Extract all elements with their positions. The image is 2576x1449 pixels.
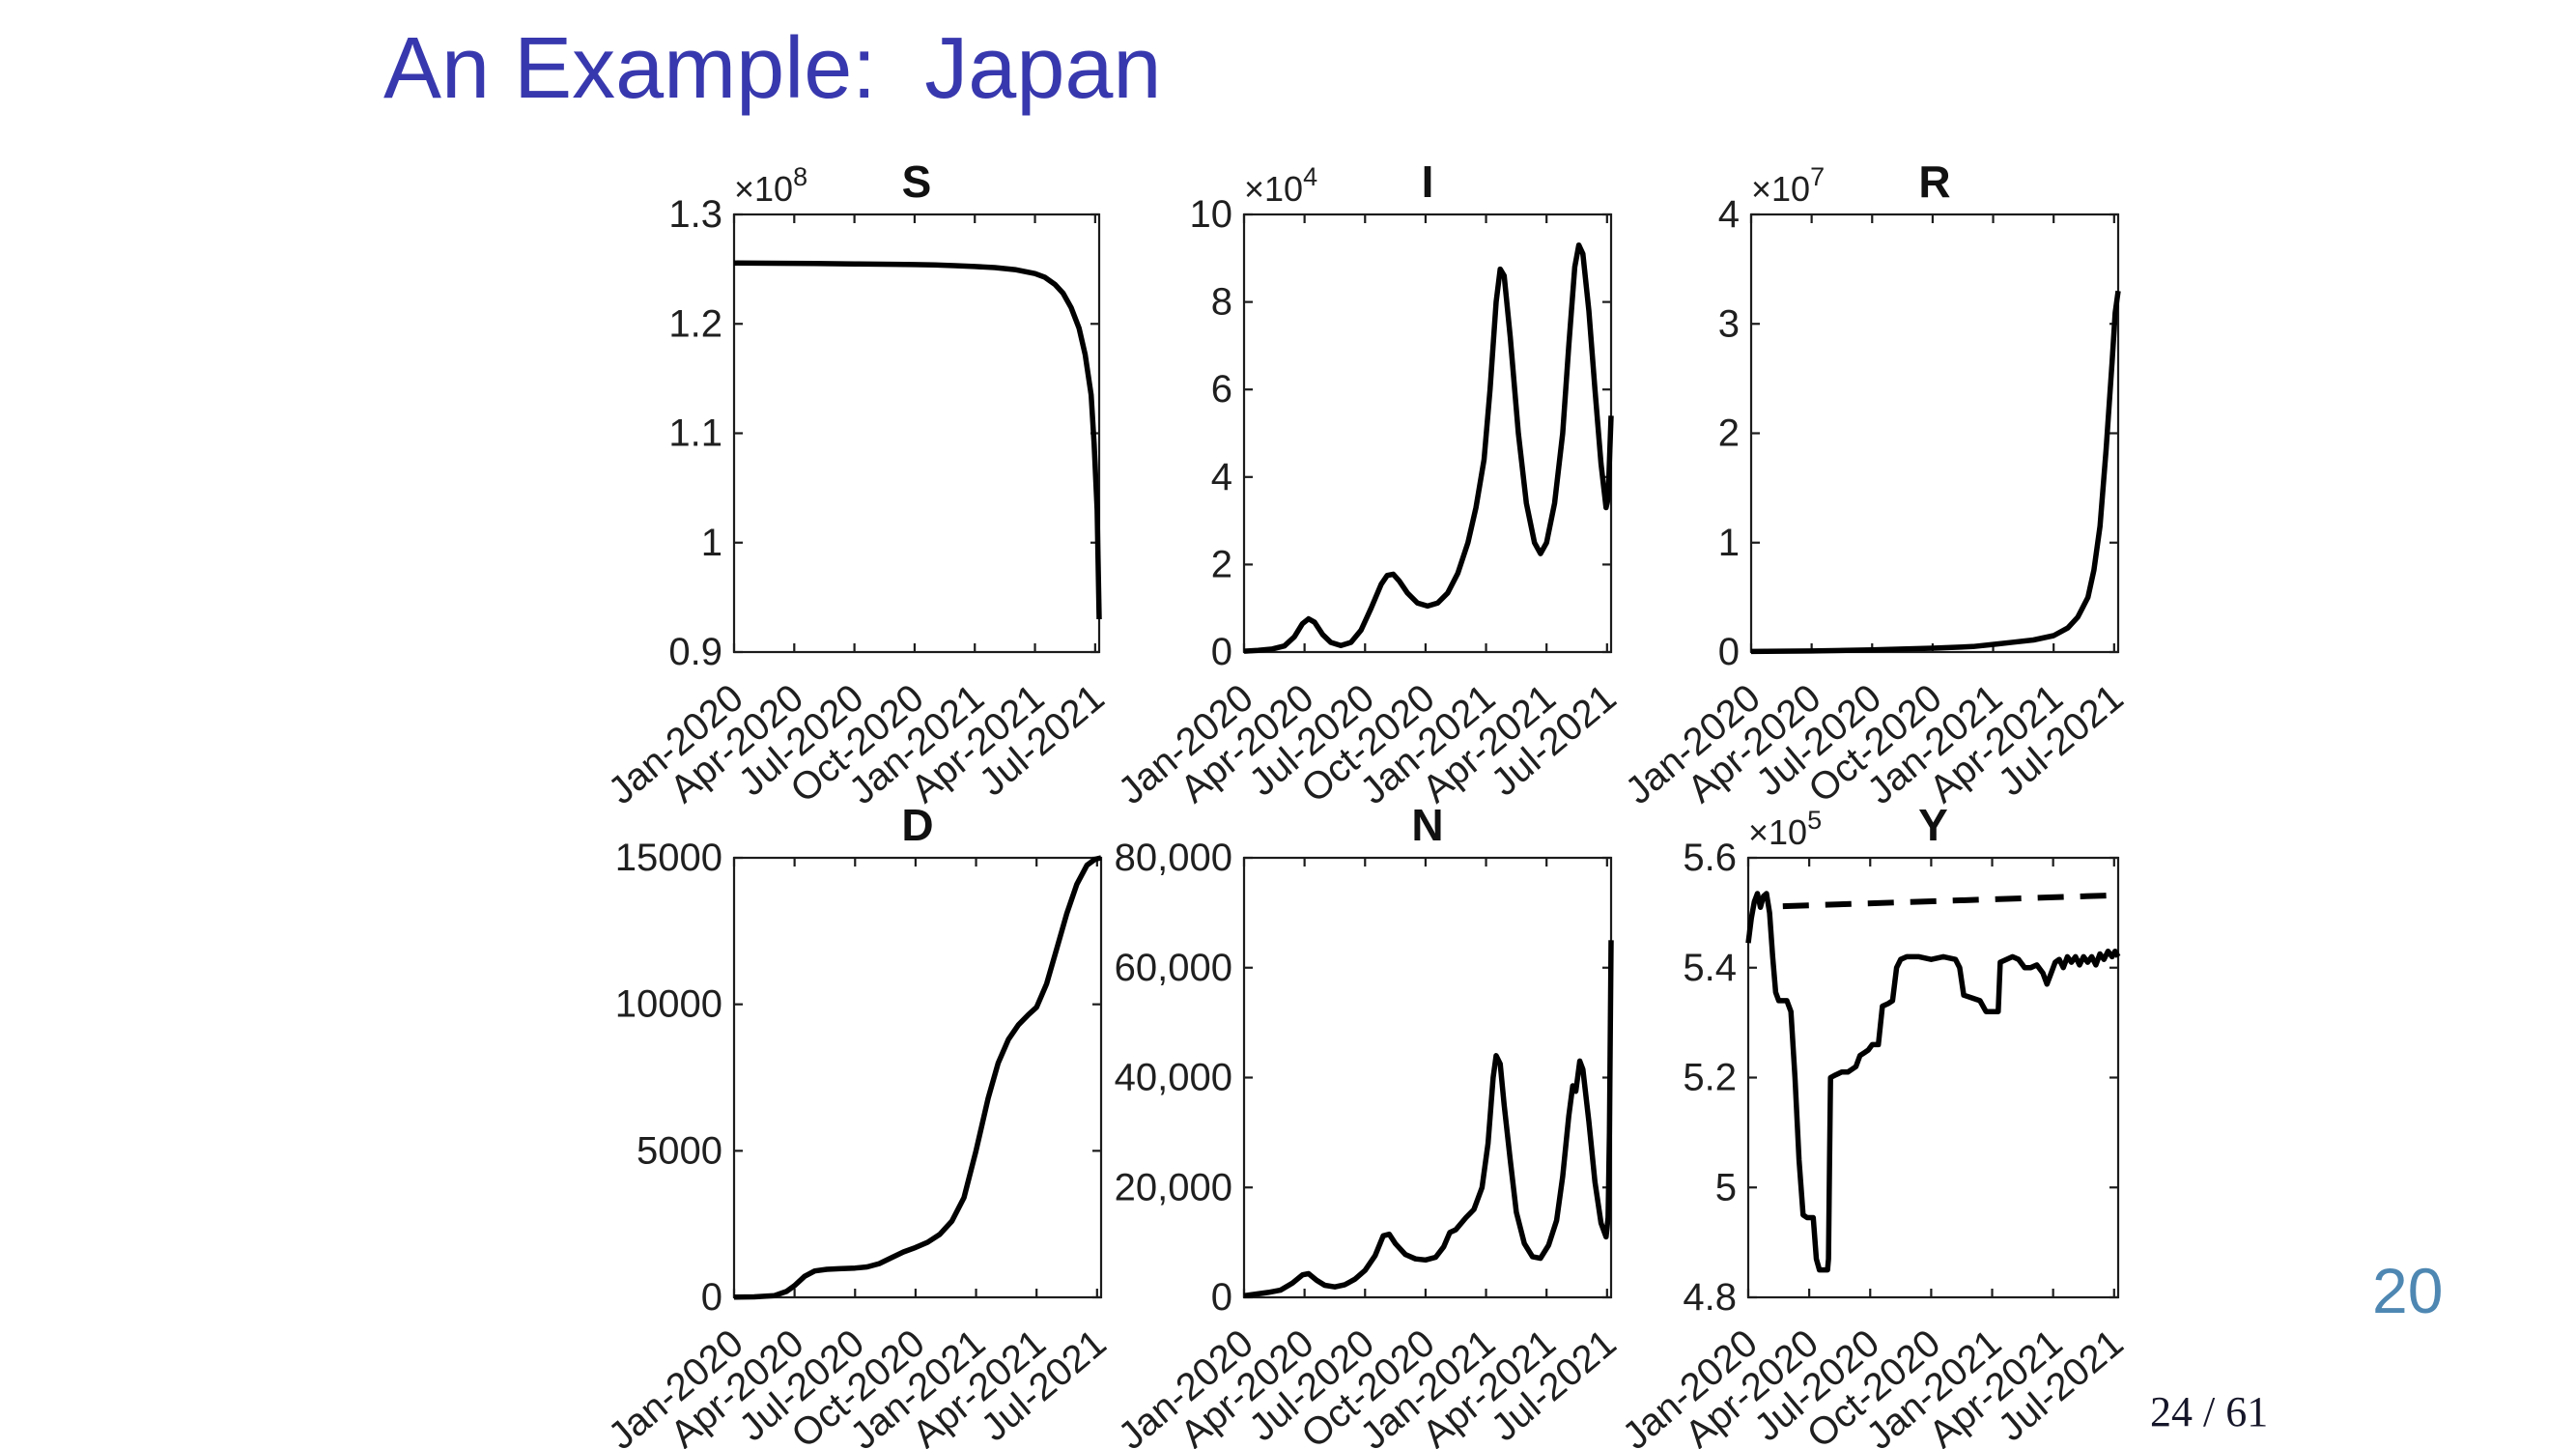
y-tick-label: 5.6 [1683, 837, 1737, 879]
y-tick-label: 80,000 [1115, 837, 1232, 879]
axis-ticks-S [732, 213, 1099, 654]
chart-I: 0246810Jan-2020Apr-2020Jul-2020Oct-2020J… [1111, 156, 1625, 812]
y-tick-label: 0 [1718, 631, 1740, 673]
y-tick-label: 5 [1715, 1166, 1737, 1208]
y-tick-label: 10000 [615, 983, 722, 1026]
slide-number: 20 [2372, 1255, 2444, 1326]
y-tick-label: 8 [1211, 281, 1232, 324]
y-tick-label: 60,000 [1115, 947, 1232, 989]
y-tick-label: 0.9 [668, 631, 722, 673]
axis-scale-label: ×105 [1748, 806, 1822, 852]
series-S [733, 260, 1102, 620]
y-tick-label: 0 [1211, 631, 1232, 673]
y-tick-label: 1.1 [668, 412, 722, 455]
axis-ticks-Y [1746, 856, 2118, 1299]
y-tick-label: 2 [1211, 543, 1232, 585]
y-tick-label: 2 [1718, 412, 1740, 455]
y-tick-label: 4 [1211, 456, 1232, 498]
axis-scale-label: ×108 [734, 162, 807, 209]
series-N [1243, 940, 1614, 1299]
axis-box-D [732, 856, 1103, 1299]
plot-title-D: D [901, 800, 933, 850]
axis-scale-label: ×107 [1751, 162, 1825, 209]
axis-box-N [1242, 856, 1613, 1299]
y-tick-label: 0 [701, 1276, 722, 1319]
y-tick-label: 3 [1718, 302, 1740, 345]
y-tick-label: 15000 [615, 837, 722, 879]
plot-title-S: S [902, 156, 932, 207]
y-tick-label: 5000 [637, 1129, 722, 1172]
y-tick-label: 1 [701, 522, 722, 564]
y-tick-label: 1.3 [668, 193, 722, 236]
chart-S: 0.911.11.21.3Jan-2020Apr-2020Jul-2020Oct… [601, 156, 1113, 812]
axis-scale-label: ×104 [1244, 162, 1317, 209]
axis-ticks-N [1242, 856, 1611, 1299]
y-tick-label: 1 [1718, 522, 1740, 564]
chart-D: 050001000015000Jan-2020Apr-2020Jul-2020O… [601, 800, 1115, 1449]
y-tick-label: 20,000 [1115, 1166, 1232, 1208]
page-indicator: 24 / 61 [2150, 1388, 2269, 1435]
y-tick-label: 5.2 [1683, 1057, 1737, 1099]
y-tick-label: 4 [1718, 193, 1740, 236]
axis-ticks-R [1749, 213, 2118, 654]
plot-title-I: I [1422, 156, 1434, 207]
series-Y [1745, 891, 2121, 1273]
chart-N: 020,00040,00060,00080,000Jan-2020Apr-202… [1111, 800, 1625, 1449]
series-R [1750, 290, 2121, 655]
y-tick-label: 10 [1190, 193, 1233, 236]
axis-ticks-D [732, 856, 1101, 1299]
chart-Y: 4.855.25.45.6Jan-2020Apr-2020Jul-2020Oct… [1615, 800, 2132, 1449]
axis-ticks-I [1242, 213, 1611, 654]
y-tick-label: 0 [1211, 1276, 1232, 1319]
y-tick-label: 4.8 [1683, 1276, 1737, 1319]
plot-title-Y: Y [1918, 800, 1948, 850]
chart-R: 01234Jan-2020Apr-2020Jul-2020Oct-2020Jan… [1618, 156, 2132, 812]
axis-box-Y [1746, 856, 2120, 1299]
axis-box-R [1749, 213, 2120, 654]
y-tick-label: 40,000 [1115, 1057, 1232, 1099]
plot-title-R: R [1918, 156, 1950, 207]
series-D [733, 855, 1102, 1300]
plot-title-N: N [1411, 800, 1443, 850]
axis-box-I [1242, 213, 1613, 654]
y-tick-label: 1.2 [668, 302, 722, 345]
y-tick-label: 6 [1211, 368, 1232, 411]
series-Y-trend [1782, 892, 2117, 910]
series-I [1243, 242, 1614, 654]
slide-title: An Example: Japan [383, 20, 1162, 117]
y-tick-label: 5.4 [1683, 947, 1737, 989]
